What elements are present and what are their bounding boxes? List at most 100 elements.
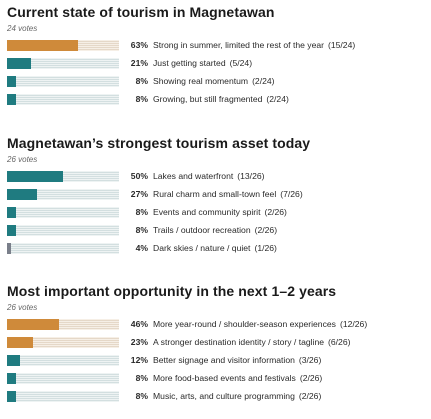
bar-fill — [7, 171, 63, 182]
poll-option: 21% Just getting started (5/24) — [7, 56, 427, 74]
poll-option: 8% Events and community spirit (2/26) — [7, 205, 427, 223]
option-text: 8% Music, arts, and culture programming (2… — [130, 391, 322, 402]
option-label: A stronger destination identity / story … — [153, 337, 325, 347]
poll-option: 8% Trails / outdoor recreation (2/26) — [7, 223, 427, 241]
bar-fill — [7, 76, 16, 87]
option-text: 8% Showing real momentum (2/24) — [130, 76, 275, 87]
poll-option: 8% Growing, but still fragmented (2/24) — [7, 92, 427, 110]
poll-section: Magnetawan’s strongest tourism asset tod… — [7, 135, 427, 259]
poll-section: Most important opportunity in the next 1… — [7, 283, 427, 407]
poll-option: 63% Strong in summer, limited the rest of… — [7, 38, 427, 56]
option-percent: 46% — [130, 319, 148, 329]
poll-option: 8% Music, arts, and culture programming (2… — [7, 389, 427, 407]
poll-title: Current state of tourism in Magnetawan — [7, 4, 275, 20]
option-count: (2/24) — [252, 76, 275, 86]
poll-title: Most important opportunity in the next 1… — [7, 283, 337, 299]
option-percent: 8% — [135, 373, 148, 383]
poll-options: 63% Strong in summer, limited the rest of… — [7, 38, 427, 110]
option-count: (15/24) — [328, 40, 356, 50]
option-percent: 23% — [130, 337, 148, 347]
option-percent: 12% — [130, 355, 148, 365]
bar-track — [7, 391, 119, 402]
poll-option: 46% More year-round / shoulder-season exp… — [7, 317, 427, 335]
bar-track — [7, 40, 119, 51]
option-count: (3/26) — [298, 355, 322, 365]
option-label: Showing real momentum — [153, 76, 249, 86]
vote-count: 24 votes — [7, 24, 38, 33]
bar-track — [7, 337, 119, 348]
bar-fill — [7, 207, 16, 218]
vote-count: 26 votes — [7, 155, 38, 164]
bar-fill — [7, 355, 21, 366]
option-text: 12% Better signage and visitor informatio… — [130, 355, 322, 366]
option-count: (2/26) — [264, 207, 287, 217]
option-percent: 8% — [135, 207, 148, 217]
bar-fill — [7, 58, 31, 69]
option-percent: 21% — [130, 58, 148, 68]
option-count: (2/26) — [299, 373, 323, 383]
bar-track — [7, 94, 119, 105]
option-label: Strong in summer, limited the rest of th… — [153, 40, 324, 50]
option-percent: 8% — [135, 391, 148, 401]
bar-track — [7, 171, 119, 182]
poll-options: 50% Lakes and waterfront (13/26) 27% Rural c… — [7, 169, 427, 259]
option-text: 8% Events and community spirit (2/26) — [130, 207, 287, 218]
bar-fill — [7, 189, 38, 200]
bar-track — [7, 355, 119, 366]
poll-option: 8% More food-based events and festivals (2… — [7, 371, 427, 389]
option-label: Dark skies / nature / quiet — [153, 243, 251, 253]
option-text: 8% Growing, but still fragmented (2/24) — [130, 94, 289, 105]
bar-fill — [7, 94, 16, 105]
bar-fill — [7, 243, 12, 254]
option-text: 4% Dark skies / nature / quiet (1/26) — [130, 243, 277, 254]
poll-option: 12% Better signage and visitor informatio… — [7, 353, 427, 371]
option-count: (2/26) — [254, 225, 278, 235]
option-count: (2/24) — [266, 94, 289, 104]
option-percent: 8% — [135, 225, 148, 235]
bar-track — [7, 207, 119, 218]
bar-fill — [7, 319, 59, 330]
option-count: (2/26) — [298, 391, 322, 401]
poll-options: 46% More year-round / shoulder-season exp… — [7, 317, 427, 407]
bar-track — [7, 189, 119, 200]
poll-option: 4% Dark skies / nature / quiet (1/26) — [7, 241, 427, 259]
option-label: Lakes and waterfront — [153, 171, 234, 181]
option-text: 50% Lakes and waterfront (13/26) — [130, 171, 265, 182]
option-percent: 50% — [130, 171, 148, 181]
bar-fill — [7, 225, 16, 236]
poll-title: Magnetawan’s strongest tourism asset tod… — [7, 135, 311, 151]
option-percent: 8% — [135, 94, 148, 104]
option-count: (5/24) — [229, 58, 253, 68]
option-label: Just getting started — [153, 58, 226, 68]
option-text: 27% Rural charm and small-town feel (7/26) — [130, 189, 303, 200]
option-label: More food-based events and festivals — [153, 373, 296, 383]
poll-section: Current state of tourism in Magnetawan 2… — [7, 4, 427, 110]
option-text: 23% A stronger destination identity / sto… — [130, 337, 351, 348]
option-percent: 4% — [135, 243, 148, 253]
option-label: Trails / outdoor recreation — [153, 225, 251, 235]
bar-track — [7, 76, 119, 87]
option-count: (12/26) — [339, 319, 368, 329]
option-text: 46% More year-round / shoulder-season exp… — [130, 319, 367, 330]
option-text: 21% Just getting started (5/24) — [130, 58, 252, 69]
option-percent: 63% — [130, 40, 148, 50]
option-label: Rural charm and small-town feel — [153, 189, 277, 199]
poll-option: 27% Rural charm and small-town feel (7/26) — [7, 187, 427, 205]
option-label: Growing, but still fragmented — [153, 94, 263, 104]
bar-fill — [7, 391, 16, 402]
poll-option: 50% Lakes and waterfront (13/26) — [7, 169, 427, 187]
option-count: (1/26) — [254, 243, 277, 253]
bar-fill — [7, 373, 16, 384]
option-count: (6/26) — [328, 337, 351, 347]
option-label: More year-round / shoulder-season experi… — [153, 319, 336, 329]
poll-option: 8% Showing real momentum (2/24) — [7, 74, 427, 92]
option-count: (7/26) — [280, 189, 303, 199]
bar-track — [7, 225, 119, 236]
option-percent: 27% — [130, 189, 148, 199]
bar-track — [7, 243, 119, 254]
option-label: Better signage and visitor information — [153, 355, 295, 365]
vote-count: 26 votes — [7, 303, 38, 312]
bar-fill — [7, 337, 33, 348]
option-percent: 8% — [135, 76, 148, 86]
bar-track — [7, 58, 119, 69]
